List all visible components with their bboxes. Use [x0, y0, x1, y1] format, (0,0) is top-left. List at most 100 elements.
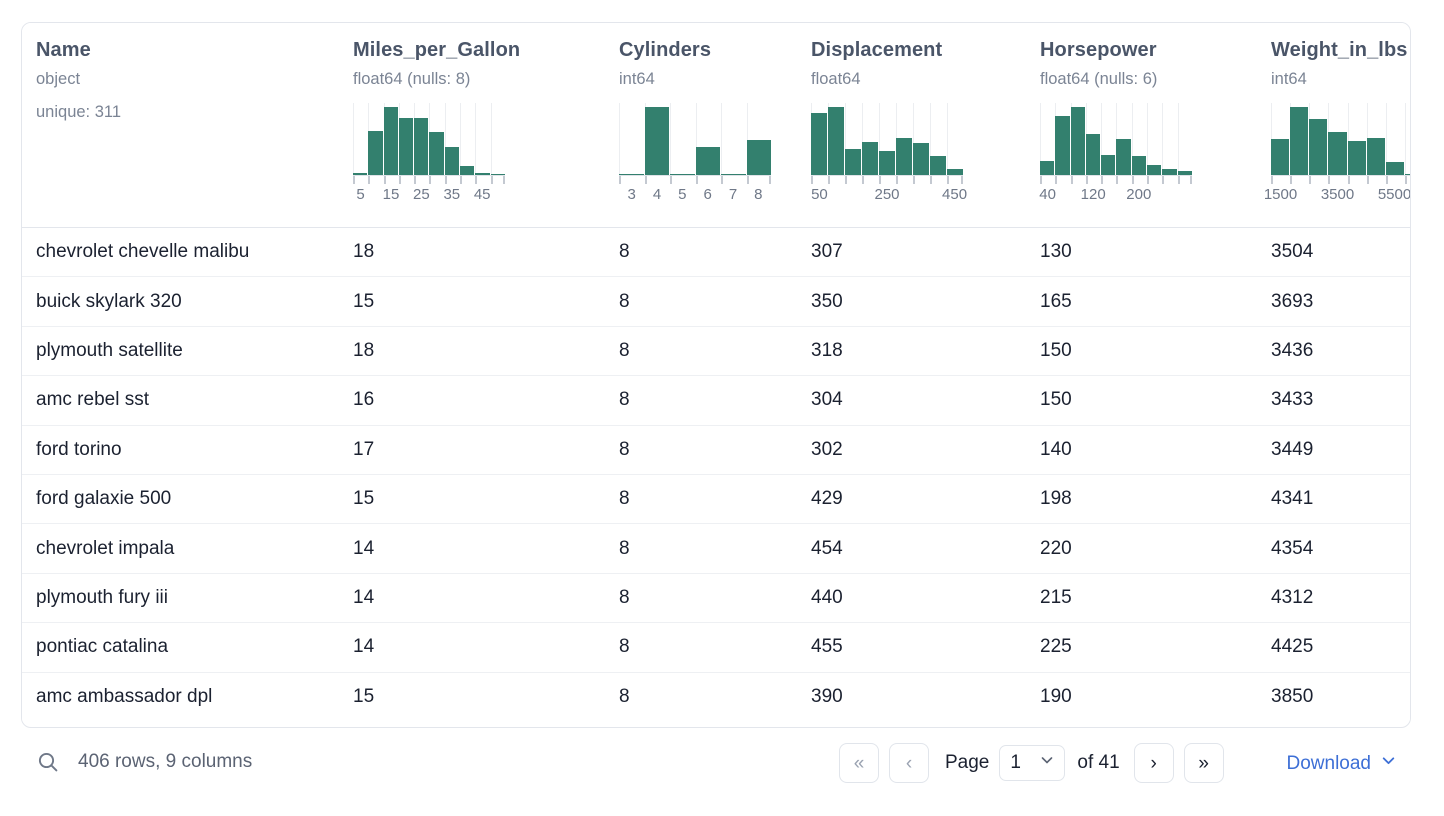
- search-icon[interactable]: [36, 750, 60, 774]
- cell-horsepower: 198: [1026, 473, 1257, 524]
- histogram-bar: [930, 156, 946, 175]
- cell-name: ford torino: [22, 424, 339, 475]
- histogram-tick-label: 5: [678, 186, 687, 203]
- cell-cylinders: 8: [605, 523, 797, 574]
- download-label: Download: [1286, 752, 1372, 774]
- histogram-bar: [444, 147, 460, 175]
- histogram-bar: [695, 147, 720, 175]
- histogram-bar: [896, 138, 912, 175]
- total-pages-label: of 41: [1077, 752, 1120, 773]
- table-row[interactable]: amc ambassador dpl 15 8 390 190 3850: [22, 671, 1410, 721]
- histogram-plot: [1271, 103, 1410, 175]
- histogram-axis: [811, 175, 963, 185]
- histogram-bar: [398, 118, 414, 175]
- histogram-bar: [490, 174, 505, 175]
- table-row[interactable]: ford galaxie 500 15 8 429 198 4341: [22, 473, 1410, 524]
- column-header-cylinders[interactable]: Cylinders int64 3 4 5 6 7 8: [605, 23, 797, 228]
- histogram-plot: [811, 103, 963, 175]
- cell-name: pontiac catalina: [22, 622, 339, 673]
- download-menu-button[interactable]: Download: [1287, 752, 1398, 775]
- histogram-tick-label: 40: [1039, 186, 1056, 203]
- column-header-displacement[interactable]: Displacement float64 50 250 450: [797, 23, 1026, 228]
- table-row[interactable]: buick skylark 320 15 8 350 165 3693: [22, 276, 1410, 327]
- cell-cylinders: 8: [605, 375, 797, 426]
- column-dtype: float64: [811, 70, 861, 88]
- table-row[interactable]: chevrolet impala 14 8 454 220 4354: [22, 523, 1410, 574]
- column-header-weight_in_lbs[interactable]: Weight_in_lbs int64 1500 3500 5500: [1257, 23, 1410, 228]
- column-dtype: float64 (nulls: 6): [1040, 70, 1158, 88]
- histogram-bar: [746, 140, 771, 175]
- data-table: Name object unique: 311 Miles_per_Gallon flo…: [22, 23, 1410, 721]
- histogram-bar: [1347, 141, 1366, 175]
- cell-miles_per_gallon: 14: [339, 622, 605, 673]
- cell-weight_in_lbs: 4312: [1257, 572, 1410, 623]
- histogram-bar: [1162, 169, 1177, 175]
- column-histogram: 50 250 450: [811, 103, 967, 208]
- histogram-tick-label: 1500: [1263, 186, 1298, 203]
- last-page-button[interactable]: »: [1183, 743, 1224, 783]
- column-header-name[interactable]: Name object unique: 311: [22, 23, 339, 228]
- table-row[interactable]: amc rebel sst 16 8 304 150 3433: [22, 375, 1410, 426]
- cell-weight_in_lbs: 4341: [1257, 473, 1410, 524]
- column-histogram: 5 15 25 35 45: [353, 103, 506, 208]
- first-page-button[interactable]: «: [839, 743, 879, 783]
- histogram-bar: [1366, 138, 1385, 175]
- cell-displacement: 304: [797, 375, 1026, 426]
- histogram-bar: [1385, 162, 1404, 175]
- row-column-count: 406 rows, 9 columns: [78, 751, 253, 772]
- histogram-axis: [353, 175, 506, 185]
- histogram-bar: [1177, 171, 1192, 175]
- histogram-tick-label: 200: [1126, 186, 1152, 203]
- cell-miles_per_gallon: 15: [339, 473, 605, 524]
- cell-displacement: 350: [797, 276, 1026, 327]
- histogram-bar: [913, 143, 929, 175]
- next-page-button[interactable]: ›: [1133, 743, 1174, 783]
- column-header-horsepower[interactable]: Horsepower float64 (nulls: 6) 40 120 200: [1026, 23, 1257, 228]
- column-name: Horsepower: [1040, 39, 1157, 61]
- cell-horsepower: 215: [1026, 572, 1257, 623]
- table-row[interactable]: plymouth satellite 18 8 318 150 3436: [22, 325, 1410, 376]
- column-header-miles_per_gallon[interactable]: Miles_per_Gallon float64 (nulls: 8) 5 15 25 3…: [339, 23, 605, 228]
- histogram-bar: [862, 142, 878, 175]
- histogram-tick-label: 5: [356, 186, 365, 203]
- table-row[interactable]: ford torino 17 8 302 140 3449: [22, 424, 1410, 475]
- cell-name: ford galaxie 500: [22, 473, 339, 524]
- previous-page-button[interactable]: ‹: [889, 743, 929, 783]
- cell-displacement: 440: [797, 572, 1026, 623]
- page-number-value: 1: [1010, 752, 1021, 773]
- histogram-tick-label: 6: [703, 186, 712, 203]
- cell-cylinders: 8: [605, 572, 797, 623]
- histogram-tick-label: 5500: [1377, 186, 1410, 203]
- histogram-tick-labels: 50 250 450: [811, 186, 967, 208]
- cell-displacement: 390: [797, 671, 1026, 721]
- column-histogram: 1500 3500 5500: [1264, 103, 1410, 208]
- table-row[interactable]: chevrolet chevelle malibu 18 8 307 130 3504: [22, 226, 1410, 277]
- column-histogram: 40 120 200: [1039, 103, 1193, 208]
- dataframe-card: Name object unique: 311 Miles_per_Gallon flo…: [21, 22, 1411, 728]
- cell-cylinders: 8: [605, 622, 797, 673]
- table-scroll-region[interactable]: Name object unique: 311 Miles_per_Gallon flo…: [22, 23, 1410, 727]
- cell-miles_per_gallon: 15: [339, 276, 605, 327]
- histogram-bar: [1055, 116, 1070, 175]
- histogram-bar: [429, 132, 444, 175]
- cell-horsepower: 220: [1026, 523, 1257, 574]
- histogram-bar: [619, 174, 644, 175]
- cell-displacement: 454: [797, 523, 1026, 574]
- cell-weight_in_lbs: 3504: [1257, 226, 1410, 277]
- histogram-tick-label: 120: [1080, 186, 1106, 203]
- page-number-select[interactable]: 1: [999, 745, 1066, 781]
- cell-weight_in_lbs: 3850: [1257, 671, 1410, 721]
- histogram-bar: [414, 118, 429, 175]
- histogram-tick-label: 35: [443, 186, 461, 203]
- histogram-tick-label: 3500: [1320, 186, 1355, 203]
- cell-weight_in_lbs: 3433: [1257, 375, 1410, 426]
- table-row[interactable]: plymouth fury iii 14 8 440 215 4312: [22, 572, 1410, 623]
- histogram-bar: [1147, 165, 1162, 175]
- table-row[interactable]: pontiac catalina 14 8 455 225 4425: [22, 622, 1410, 673]
- histogram-tick-labels: 5 15 25 35 45: [353, 186, 505, 208]
- header-row: Name object unique: 311 Miles_per_Gallon flo…: [22, 23, 1410, 228]
- histogram-bar: [1085, 134, 1101, 175]
